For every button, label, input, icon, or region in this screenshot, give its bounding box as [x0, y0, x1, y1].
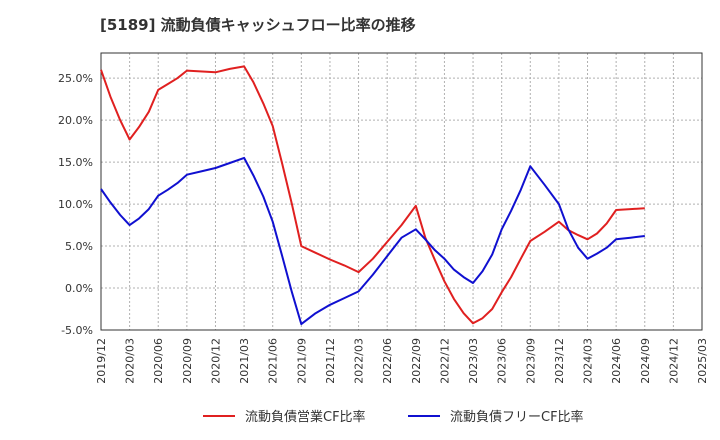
x-tick-label: 2020/09: [181, 338, 194, 384]
legend-swatch-free-cf: [408, 414, 440, 417]
x-tick-label: 2021/06: [267, 338, 280, 384]
x-tick-label: 2020/03: [124, 338, 137, 384]
legend-label-free-cf: 流動負債フリーCF比率: [450, 410, 584, 425]
chart-title: [5189] 流動負債キャッシュフロー比率の推移: [100, 16, 416, 34]
x-tick-label: 2023/03: [467, 338, 480, 384]
x-tick-label: 2021/03: [238, 338, 251, 384]
y-tick-label: -5.0%: [61, 324, 93, 337]
legend: 流動負債営業CF比率 流動負債フリーCF比率: [0, 406, 720, 426]
x-tick-label: 2022/09: [410, 338, 423, 384]
series-line-0: [100, 65, 645, 325]
x-tick-label: 2023/06: [496, 338, 509, 384]
legend-swatch-operating-cf: [203, 414, 235, 417]
grid: [100, 53, 703, 331]
x-tick-label: 2020/06: [152, 338, 165, 384]
y-tick-label: 10.0%: [58, 198, 93, 211]
y-tick-labels: -5.0% 0.0% 5.0% 10.0% 15.0% 20.0% 25.0%: [58, 72, 93, 337]
x-tick-label: 2020/12: [209, 338, 222, 384]
x-tick-label: 2022/12: [438, 338, 451, 384]
x-tick-label: 2021/09: [295, 338, 308, 384]
x-tick-label: 2022/06: [381, 338, 394, 384]
y-tick-label: 25.0%: [58, 72, 93, 85]
legend-item-free-cf: 流動負債フリーCF比率: [408, 406, 584, 425]
y-tick-label: 20.0%: [58, 114, 93, 127]
x-tick-label: 2023/12: [553, 338, 566, 384]
y-tick-label: 5.0%: [65, 240, 93, 253]
y-tick-label: 15.0%: [58, 156, 93, 169]
x-tick-label: 2024/12: [667, 338, 680, 384]
series-line-1: [100, 156, 645, 326]
plot-frame: [100, 52, 703, 331]
x-tick-labels: 2019/12 2020/03 2020/06 2020/09 2020/12 2021/…: [95, 338, 709, 384]
x-tick-label: 2022/03: [353, 338, 366, 384]
x-tick-label: 2025/03: [696, 338, 709, 384]
x-tick-label: 2023/09: [524, 338, 537, 384]
legend-item-operating-cf: 流動負債営業CF比率: [203, 406, 366, 425]
x-tick-label: 2021/12: [324, 338, 337, 384]
x-tick-label: 2024/09: [639, 338, 652, 384]
y-tick-label: 0.0%: [65, 282, 93, 295]
x-tick-label: 2024/03: [582, 338, 595, 384]
series-lines: [100, 65, 645, 326]
x-tick-label: 2024/06: [610, 338, 623, 384]
x-tick-label: 2019/12: [95, 338, 108, 384]
legend-label-operating-cf: 流動負債営業CF比率: [245, 410, 366, 425]
axes: [100, 52, 703, 331]
